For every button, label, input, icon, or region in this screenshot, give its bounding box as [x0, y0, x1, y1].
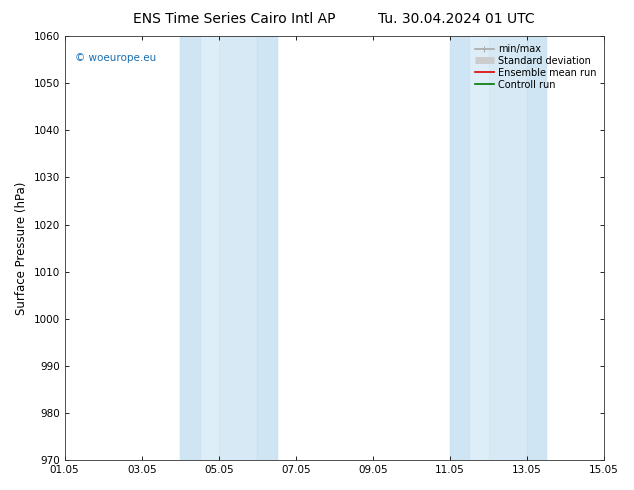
- Bar: [489, 36, 527, 460]
- Bar: [257, 36, 276, 460]
- Y-axis label: Surface Pressure (hPa): Surface Pressure (hPa): [15, 181, 28, 315]
- Legend: min/max, Standard deviation, Ensemble mean run, Controll run: min/max, Standard deviation, Ensemble me…: [472, 41, 599, 93]
- Bar: [180, 36, 276, 460]
- Text: Tu. 30.04.2024 01 UTC: Tu. 30.04.2024 01 UTC: [378, 12, 535, 26]
- Bar: [180, 36, 200, 460]
- Text: © woeurope.eu: © woeurope.eu: [75, 53, 157, 63]
- Bar: [219, 36, 257, 460]
- Bar: [527, 36, 547, 460]
- Bar: [450, 36, 469, 460]
- Bar: [450, 36, 547, 460]
- Text: ENS Time Series Cairo Intl AP: ENS Time Series Cairo Intl AP: [133, 12, 336, 26]
